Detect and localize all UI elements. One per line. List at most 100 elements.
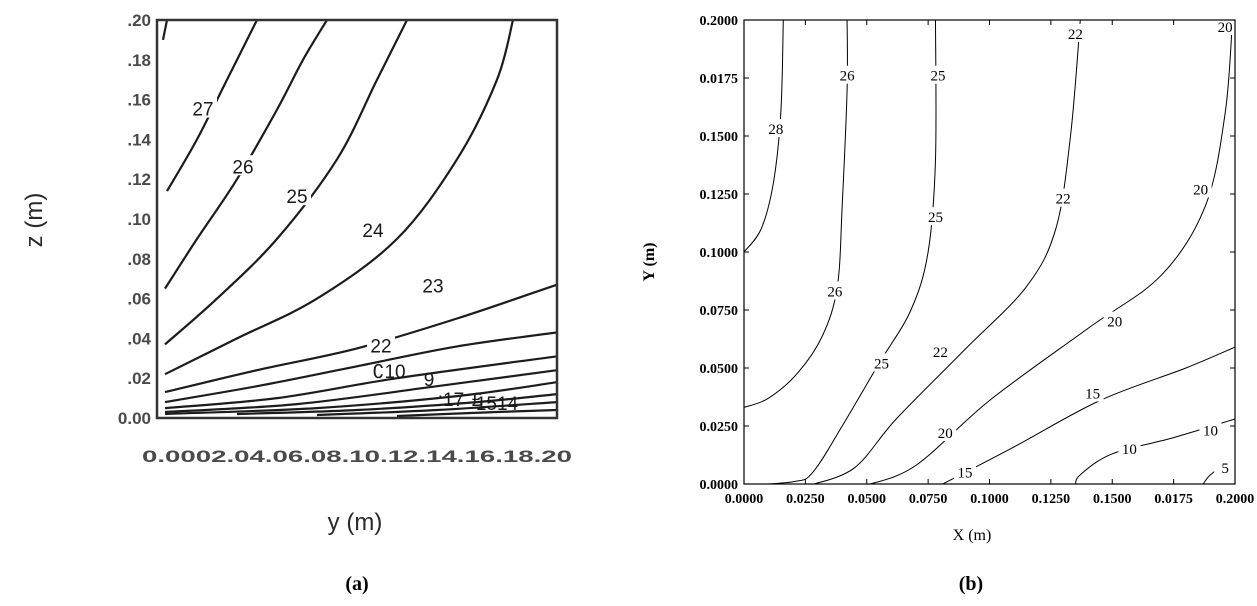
x-tick-label-b: 0.0000 <box>725 492 764 507</box>
contour-label-bg-a-5 <box>419 274 447 295</box>
y-tick-label-b: 0.0175 <box>700 72 739 87</box>
contour-label-b-3-0: 22 <box>1068 27 1083 43</box>
y-tick-label-a: .20 <box>127 11 151 30</box>
y-tick-labels-b: 0.0000 0.0250 0.0500 0.0750 0.1000 0.1250 0.15… <box>700 14 1235 493</box>
contour-line-a-0 <box>161 20 169 41</box>
contour-label-b-3-2: 22 <box>933 345 948 361</box>
x-tick-label-a: .16 <box>457 447 495 466</box>
x-tick-label-b: 0.0175 <box>1154 492 1193 507</box>
contour-line-b-4 <box>868 20 1233 484</box>
contour-line-a-11 <box>316 401 557 417</box>
contour-label-b-5-0: 15 <box>1085 387 1100 403</box>
contour-label-bg-b <box>1103 311 1126 330</box>
contour-labels-b: 28 26 26 25 25 25 22 22 22 20 20 20 20 15 15 10 10 5 <box>764 16 1237 481</box>
contour-label-b-6-1: 10 <box>1122 442 1137 458</box>
x-tick-label-a: .20 <box>534 447 572 466</box>
contour-label-bg-b <box>1081 383 1104 402</box>
annotation-a-0: ∁10 <box>372 362 405 383</box>
plot-frame-b <box>743 19 1236 485</box>
contour-label-bg-b <box>1189 179 1212 198</box>
contour-label-b-2-2: 25 <box>874 356 889 372</box>
contour-label-a-6: 22 <box>370 336 391 357</box>
contour-label-b-1-1: 26 <box>827 284 843 300</box>
y-tick-label-b: 0.1250 <box>700 188 739 203</box>
x-tick-label-a: 02 <box>196 447 227 466</box>
annotation-a-2: :17 <box>438 390 464 411</box>
contour-label-b-4-3: 20 <box>938 426 953 442</box>
y-tick-label-a: 0.00 <box>118 409 151 428</box>
contour-label-bg-a-3 <box>283 185 311 206</box>
x-tick-labels-b: 0.0000 0.0250 0.0500 0.0750 0.1000 0.1250 0.15… <box>725 20 1255 507</box>
contour-line-b-6 <box>1075 418 1235 484</box>
x-tick-label-b: 0.0250 <box>786 492 825 507</box>
plot-frame-a <box>155 18 559 420</box>
contour-line-a-7 <box>164 355 557 410</box>
contour-label-bg-b <box>823 281 846 300</box>
contour-label-b-4-1: 20 <box>1193 182 1208 198</box>
y-tick-label-b: 0.2000 <box>700 14 739 29</box>
contour-line-a-5 <box>164 283 557 394</box>
contour-label-b-5-1: 15 <box>957 465 972 481</box>
x-tick-label-b: 0.2000 <box>1216 492 1255 507</box>
contour-label-bg-b <box>929 341 952 360</box>
contour-label-bg-b <box>1118 439 1141 458</box>
contour-label-b-1-0: 26 <box>840 69 856 85</box>
contour-line-a-12 <box>396 408 557 418</box>
contour-label-b-4-2: 20 <box>1107 315 1122 331</box>
contour-label-a-5: 23 <box>422 277 443 298</box>
contour-label-a-4: 24 <box>362 221 384 242</box>
contour-label-bg-b <box>1052 188 1075 207</box>
x-tick-label-a: .06 <box>265 447 303 466</box>
contour-label-b-0-0: 28 <box>768 122 783 138</box>
caption-b: (b) <box>959 573 983 595</box>
y-tick-label-a: .18 <box>127 51 151 70</box>
x-tick-label-a: .14 <box>418 447 457 466</box>
caption-a: (a) <box>345 573 368 595</box>
x-tick-label-b: 0.1000 <box>970 492 1009 507</box>
contour-label-bg-b <box>953 462 976 481</box>
x-tick-labels-row-a: 0.00 02.04.06.08.10.12.14.16.18.20 <box>142 447 572 466</box>
contour-label-b-3-1: 22 <box>1056 192 1071 208</box>
contour-line-b-1 <box>744 20 848 408</box>
contour-label-bg-b <box>926 65 949 84</box>
x-tick-label-b: 0.1250 <box>1032 492 1071 507</box>
contour-label-bg-b <box>1214 457 1237 476</box>
x-tick-label-a: .10 <box>342 447 380 466</box>
y-tick-label-b: 0.1500 <box>700 130 739 145</box>
contour-label-bg-b <box>764 119 787 138</box>
contour-label-a-1: 27 <box>192 100 213 121</box>
contour-label-bg-b <box>1064 23 1087 42</box>
y-tick-label-b: 0.0500 <box>700 362 739 377</box>
x-tick-label-a: .04 <box>226 447 265 466</box>
contour-label-bg-b <box>1214 16 1237 35</box>
y-tick-label-b: 0.0750 <box>700 304 739 319</box>
y-tick-label-a: .10 <box>127 210 151 229</box>
contour-line-b-3 <box>812 20 1081 484</box>
contour-lines-b <box>744 20 1235 484</box>
contour-label-b-6-0: 10 <box>1203 424 1218 440</box>
y-tick-label-a: .06 <box>127 290 151 309</box>
annotation-a-3: £ <box>472 390 483 411</box>
contour-label-b-4-0: 20 <box>1218 20 1233 36</box>
y-axis-label-a: z (m) <box>21 193 48 248</box>
contour-plot-b: 282626252525222222202020201515101050.000… <box>641 14 1254 595</box>
contour-label-bg-a-6 <box>367 334 395 355</box>
contour-line-b-0 <box>744 20 784 253</box>
y-tick-label-b: 0.0000 <box>700 478 739 493</box>
contour-label-a-2: 26 <box>232 157 253 178</box>
x-tick-label-a: .12 <box>380 447 418 466</box>
contour-labels-a: 27 26 25 24 23 22 ∁10 9:17 £1514 <box>189 97 519 415</box>
contour-label-b-2-1: 25 <box>928 210 943 226</box>
y-tick-label-b: 0.0250 <box>700 420 739 435</box>
y-tick-label-a: .04 <box>127 329 151 348</box>
x-tick-label-a: .08 <box>303 447 341 466</box>
y-tick-label-a: .12 <box>127 170 151 189</box>
annotation-a-4: 1514 <box>476 394 519 415</box>
annotation-a-1: 9 <box>424 370 435 391</box>
y-axis-label-b: Y (m) <box>641 243 658 282</box>
contour-line-a-2 <box>164 20 328 290</box>
contour-line-a-3 <box>164 20 408 346</box>
y-tick-labels-a: 0.00 .02 .04 .06 .08 .10 .12 .14 .16 .18 .20 <box>118 11 152 428</box>
